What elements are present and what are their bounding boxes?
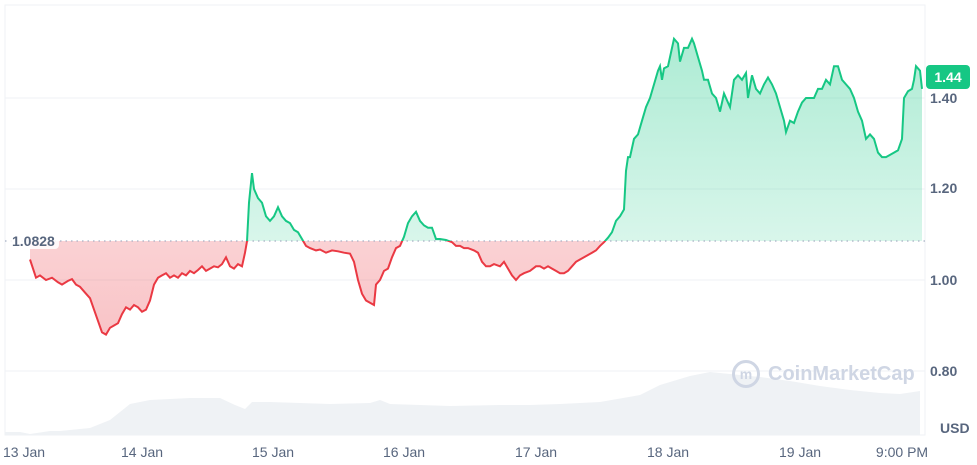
watermark-text: CoinMarketCap — [768, 362, 915, 385]
x-tick: 14 Jan — [120, 444, 164, 460]
price-fill-above-baseline — [30, 38, 922, 241]
currency-unit-label: USD — [940, 420, 970, 436]
x-tick: 16 Jan — [382, 444, 426, 460]
x-tick: 13 Jan — [2, 444, 46, 460]
y-tick-1-20: 1.20 — [930, 180, 958, 196]
price-fill-below-baseline — [30, 241, 922, 335]
price-line-up — [246, 36, 923, 241]
x-tick: 15 Jan — [251, 444, 295, 460]
current-price-badge: 1.44 — [926, 65, 970, 89]
y-tick-1-00: 1.00 — [930, 272, 958, 288]
x-tick: 17 Jan — [514, 444, 558, 460]
x-tick: 9:00 PM — [875, 444, 929, 460]
y-tick-1-40: 1.40 — [930, 90, 958, 106]
y-tick-0-80: 0.80 — [930, 363, 958, 379]
baseline-price-label: 1.0828 — [8, 233, 59, 249]
coinmarketcap-logo-icon: m — [732, 360, 760, 388]
x-tick: 18 Jan — [646, 444, 690, 460]
volume-area — [5, 372, 920, 435]
coinmarketcap-watermark: m CoinMarketCap — [732, 360, 915, 388]
price-line-down — [29, 241, 607, 336]
x-tick: 19 Jan — [778, 444, 822, 460]
